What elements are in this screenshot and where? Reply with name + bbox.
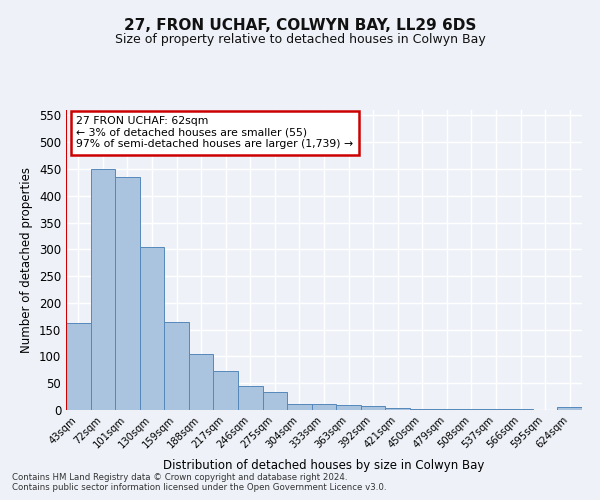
Bar	[361, 406, 385, 410]
Text: Contains HM Land Registry data © Crown copyright and database right 2024.
Contai: Contains HM Land Registry data © Crown c…	[12, 473, 386, 492]
Text: 27 FRON UCHAF: 62sqm
← 3% of detached houses are smaller (55)
97% of semi-detach: 27 FRON UCHAF: 62sqm ← 3% of detached ho…	[76, 116, 353, 149]
Bar	[91, 169, 115, 410]
Bar	[287, 404, 312, 410]
Bar	[238, 386, 263, 410]
Bar	[115, 177, 140, 410]
Y-axis label: Number of detached properties: Number of detached properties	[20, 167, 34, 353]
Bar	[214, 372, 238, 410]
Bar	[312, 404, 336, 410]
Bar	[140, 246, 164, 410]
Bar	[66, 322, 91, 410]
Bar	[336, 404, 361, 410]
Bar	[385, 408, 410, 410]
X-axis label: Distribution of detached houses by size in Colwyn Bay: Distribution of detached houses by size …	[163, 459, 485, 472]
Bar	[164, 322, 189, 410]
Text: Size of property relative to detached houses in Colwyn Bay: Size of property relative to detached ho…	[115, 32, 485, 46]
Bar	[410, 409, 434, 410]
Text: 27, FRON UCHAF, COLWYN BAY, LL29 6DS: 27, FRON UCHAF, COLWYN BAY, LL29 6DS	[124, 18, 476, 32]
Bar	[263, 392, 287, 410]
Bar	[189, 354, 214, 410]
Bar	[434, 409, 459, 410]
Bar	[557, 408, 582, 410]
